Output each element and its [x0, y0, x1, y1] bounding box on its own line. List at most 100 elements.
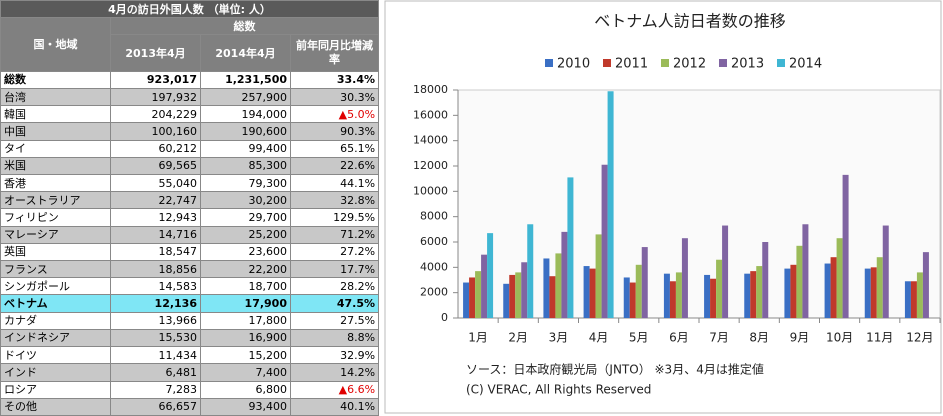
- table-cell: 204,229: [110, 105, 201, 124]
- table-cell: 18,700: [200, 277, 291, 296]
- header-region: 国・地域: [0, 17, 111, 72]
- bar: [589, 268, 596, 318]
- table-cell: オーストラリア: [0, 191, 111, 210]
- bar: [836, 238, 843, 318]
- x-tick-label: 11月: [866, 331, 893, 345]
- table-cell: 90.3%: [289, 122, 380, 141]
- bar: [910, 281, 917, 318]
- bar: [503, 283, 510, 318]
- table-cell: 40.1%: [289, 397, 380, 416]
- x-tick-label: 2月: [508, 331, 528, 345]
- legend-swatch: [661, 59, 669, 67]
- bar: [595, 234, 602, 318]
- table-cell: 47.5%: [289, 294, 380, 313]
- x-tick-label: 6月: [669, 331, 689, 345]
- table-cell: 6,481: [110, 363, 201, 382]
- y-tick-label: 0: [441, 311, 448, 324]
- bar: [487, 233, 494, 318]
- bar: [669, 281, 676, 318]
- table-cell: 1,231,500: [200, 70, 291, 90]
- table-cell: 60,212: [110, 139, 201, 158]
- bar: [475, 271, 482, 318]
- table-row: ロシア 7,283 6,800 ▲6.6%: [0, 380, 380, 399]
- table-cell: 英国: [0, 242, 111, 262]
- table-cell: 32.8%: [289, 191, 380, 210]
- y-tick-label: 14000: [413, 134, 448, 147]
- table-row: 中国 100,160 190,600 90.3%: [0, 122, 380, 141]
- bar: [790, 264, 797, 318]
- table-cell: 16,900: [200, 328, 291, 348]
- table-cell: カナダ: [0, 311, 111, 330]
- table-cell: 100,160: [110, 122, 201, 141]
- table-cell: ▲5.0%: [289, 105, 380, 124]
- bar: [469, 277, 476, 318]
- table-cell: 18,856: [110, 260, 201, 279]
- table-cell: インド: [0, 363, 111, 382]
- table-cell: ドイツ: [0, 346, 111, 365]
- x-tick-label: 12月: [906, 331, 933, 345]
- bar: [681, 238, 688, 318]
- bar: [629, 282, 636, 318]
- table-row: ドイツ 11,434 15,200 32.9%: [0, 346, 380, 365]
- bar: [515, 272, 522, 318]
- y-tick-label: 16000: [413, 108, 448, 121]
- table-cell: 18,547: [110, 242, 201, 262]
- bar: [583, 266, 590, 318]
- bar: [842, 174, 849, 318]
- bar: [716, 259, 723, 318]
- table-row: 総数 923,017 1,231,500 33.4%: [0, 70, 380, 90]
- table-cell: タイ: [0, 139, 111, 158]
- table-cell: 93,400: [200, 397, 291, 416]
- bar: [870, 267, 877, 318]
- bar: [876, 257, 883, 318]
- bar: [549, 276, 556, 318]
- table-cell: 22,200: [200, 260, 291, 279]
- table-cell: 14,716: [110, 225, 201, 244]
- bar: [916, 272, 923, 318]
- table-cell: 85,300: [200, 156, 291, 176]
- legend-label: 2011: [615, 57, 648, 72]
- legend-label: 2012: [673, 57, 706, 72]
- table-cell: 米国: [0, 156, 111, 176]
- x-tick-label: 8月: [749, 331, 769, 345]
- bar: [710, 278, 717, 318]
- table-row: マレーシア 14,716 25,200 71.2%: [0, 225, 380, 244]
- x-tick-label: 3月: [549, 331, 569, 345]
- visitor-table: 4月の訪日外国人数 （単位: 人） 国・地域 総数 2013年4月 2014年4…: [0, 0, 380, 416]
- table-cell: 17,800: [200, 311, 291, 330]
- bar: [561, 231, 568, 318]
- header-col: 2013年4月: [110, 34, 201, 72]
- x-tick-label: 10月: [826, 331, 853, 345]
- table-cell: 台湾: [0, 88, 111, 107]
- bar: [527, 224, 534, 318]
- bar: [830, 257, 837, 318]
- table-cell: 15,200: [200, 346, 291, 365]
- table-row: 英国 18,547 23,600 27.2%: [0, 242, 380, 262]
- table-cell: 44.1%: [289, 174, 380, 193]
- header-group: 総数: [109, 17, 380, 36]
- table-title: 4月の訪日外国人数 （単位: 人）: [0, 0, 380, 19]
- table-cell: 香港: [0, 174, 111, 193]
- plot-wall: [457, 89, 941, 319]
- y-tick-label: 10000: [413, 184, 448, 197]
- y-tick-label: 18000: [413, 83, 448, 96]
- table-cell: ▲6.6%: [289, 380, 380, 399]
- bar: [521, 262, 528, 318]
- table-cell: 14,583: [110, 277, 201, 296]
- table-cell: 69,565: [110, 156, 201, 176]
- table-row: 韓国 204,229 194,000 ▲5.0%: [0, 105, 380, 124]
- table-cell: 923,017: [110, 70, 201, 90]
- bar: [601, 164, 608, 318]
- bar: [635, 264, 642, 318]
- table-cell: 13,966: [110, 311, 201, 330]
- bar: [756, 266, 763, 318]
- bar: [744, 273, 751, 318]
- legend-swatch: [603, 59, 611, 67]
- table-row: フィリピン 12,943 29,700 129.5%: [0, 208, 380, 227]
- bar: [722, 225, 729, 318]
- table-row: インド 6,481 7,400 14.2%: [0, 363, 380, 382]
- legend-swatch: [545, 59, 553, 67]
- table-cell: 28.2%: [289, 277, 380, 296]
- y-tick-label: 12000: [413, 159, 448, 172]
- table-cell: 99,400: [200, 139, 291, 158]
